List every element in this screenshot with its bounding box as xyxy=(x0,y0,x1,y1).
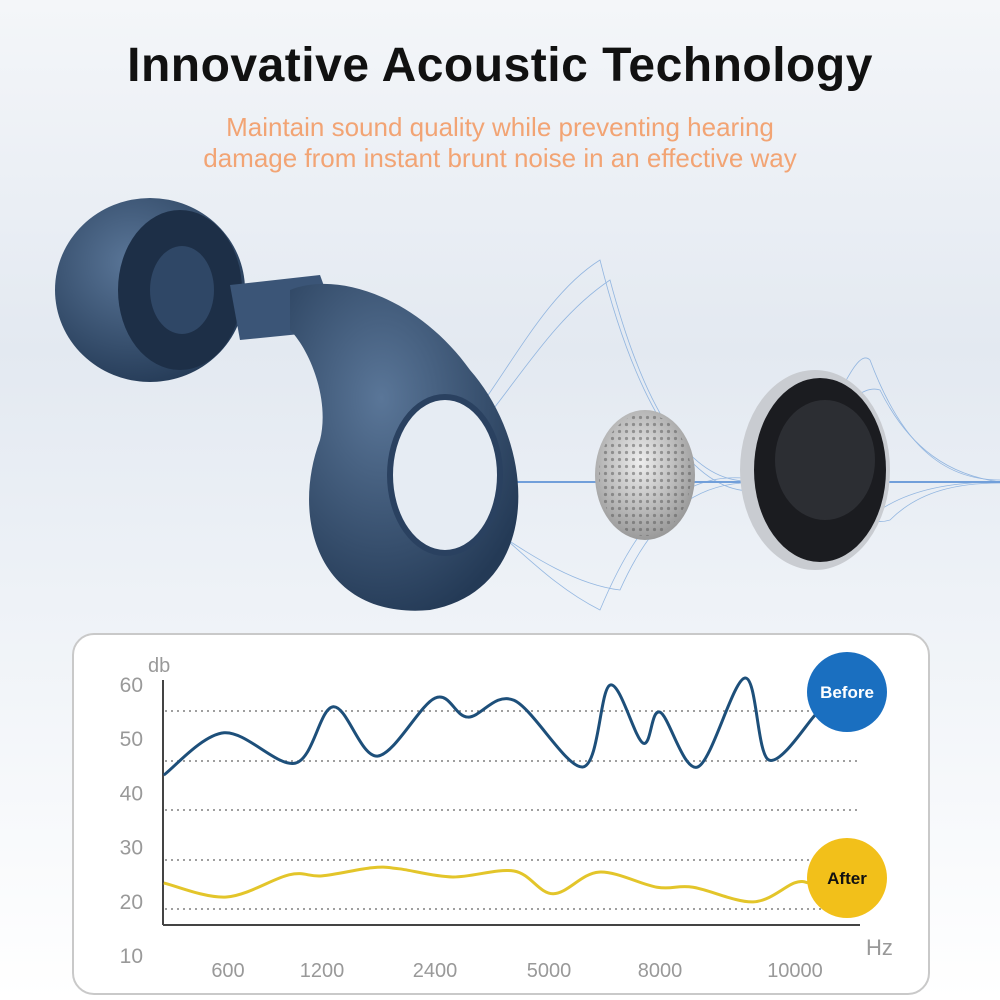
speaker-driver-icon xyxy=(740,370,890,570)
y-tick-label: 10 xyxy=(120,945,143,968)
series-line-after xyxy=(163,865,809,904)
x-tick-label: 600 xyxy=(211,960,244,982)
legend-label: After xyxy=(827,869,867,888)
earplug-icon xyxy=(55,198,519,611)
y-axis-label: db xyxy=(148,655,170,677)
y-tick-label: 40 xyxy=(120,782,143,805)
y-tick-label: 60 xyxy=(120,674,143,697)
chart-frame xyxy=(72,633,930,995)
page-title: Innovative Acoustic Technology xyxy=(127,39,873,92)
x-tick-label: 1200 xyxy=(300,960,345,982)
legend-badge-before xyxy=(807,652,887,732)
y-tick-label: 30 xyxy=(120,837,143,860)
y-tick-label: 50 xyxy=(120,728,143,751)
legend-label: Before xyxy=(820,683,874,702)
series-line-before xyxy=(162,676,817,777)
subtitle-line-2: damage from instant brunt noise in an ef… xyxy=(203,143,797,173)
speaker-mesh-icon xyxy=(595,410,695,540)
x-tick-label: 8000 xyxy=(638,960,683,982)
x-axis-label: Hz xyxy=(866,935,893,960)
y-tick-label: 20 xyxy=(120,891,143,914)
x-tick-label: 2400 xyxy=(413,960,458,982)
x-tick-label: 10000 xyxy=(767,960,823,982)
legend-badge-after xyxy=(807,838,887,918)
product-illustration xyxy=(55,198,1000,611)
x-tick-label: 5000 xyxy=(527,960,572,982)
subtitle-line-1: Maintain sound quality while preventing … xyxy=(226,112,774,142)
